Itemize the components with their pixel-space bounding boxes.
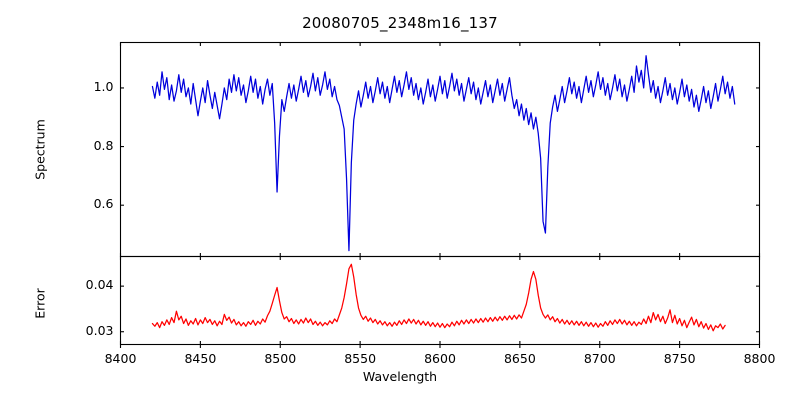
y-tick-label-spectrum-0.6: 0.6 [93,196,114,212]
error-panel [119,255,761,348]
x-tick-label-8450: 8450 [184,350,217,366]
error-line [151,263,726,332]
x-tick-label-8550: 8550 [344,350,377,366]
y-tick-label-error-0.04: 0.04 [85,277,114,293]
x-tick-label-8700: 8700 [583,350,616,366]
x-tick-label-8500: 8500 [264,350,297,366]
x-tick-label-8600: 8600 [424,350,456,366]
y-tick-label-spectrum-1.0: 1.0 [93,78,114,94]
x-tick-label-8800: 8800 [743,350,776,366]
x-tick-label-8400: 8400 [104,350,137,366]
spectrum-panel [119,41,761,258]
chart-title: 20080705_2348m16_137 [302,14,498,32]
y-tick-label-spectrum-0.8: 0.8 [93,137,114,153]
x-tick-label-8750: 8750 [663,350,696,366]
x-tick-label-8650: 8650 [503,350,536,366]
spectrum-line [151,55,736,252]
x-axis-label: Wavelength [362,369,438,384]
y-tick-label-error-0.03: 0.03 [85,322,114,338]
